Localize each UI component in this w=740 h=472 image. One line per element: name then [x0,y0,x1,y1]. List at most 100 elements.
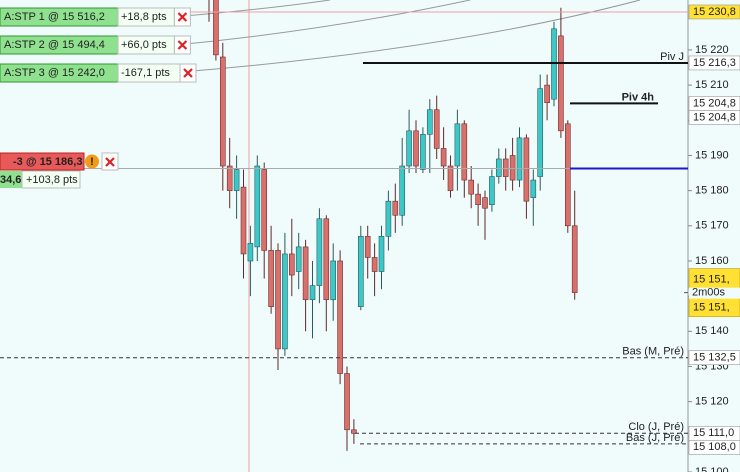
position-left-box [0,171,22,188]
warning-mark: ! [90,156,94,168]
price-label-box [688,110,740,125]
y-tick-label: 15 190 [695,149,729,161]
y-tick-label: 15 170 [695,220,729,232]
candle-body [220,56,226,167]
candle-body [495,158,502,177]
y-tick-label: 15 120 [695,396,729,408]
candle-body [461,123,468,181]
price-label: 15 132,5 [693,352,736,364]
candle-body [509,155,516,181]
order-label[interactable]: A:STP 1 @ 15 516,2 [4,11,105,23]
candle-body [213,0,219,56]
candle-body [502,158,509,177]
candle-body [440,148,447,167]
candle-body [385,200,392,237]
candle-body [378,236,385,272]
price-label: 15 108,0 [693,441,736,453]
candle-body [295,246,302,272]
price-label: 15 111,0 [693,427,734,439]
y-tick-label: 15 210 [695,79,729,91]
price-label-box [688,55,740,71]
candle-body [523,137,530,202]
candle-body [302,246,309,300]
candle-body [558,35,564,132]
position-tag[interactable] [0,152,85,171]
candle-body [268,250,274,307]
close-icon[interactable] [177,12,188,22]
candle-body [282,253,288,350]
candle-body [516,137,523,181]
level-name: Piv 4h [622,91,655,103]
price-label-box [688,440,740,455]
level-name: Clo (J, Pré) [628,421,684,433]
candle-body [454,123,461,167]
y-tick-label: 15 140 [695,325,729,337]
order-pnl: +18,8 pts [121,11,167,23]
order-label[interactable]: A:STP 2 @ 15 494,4 [4,39,105,51]
y-tick-label: 15 100 [695,466,729,472]
candle-body [330,260,337,300]
candle-body [544,84,550,104]
price-label: 15 204,8 [693,97,736,109]
position-left: 34,6 [0,174,21,186]
y-tick-label: 15 160 [695,255,729,267]
timer: 2m00s [692,287,726,299]
candle-body [247,243,254,262]
candle-body [426,109,433,135]
candle-body [392,200,399,216]
candle-body [530,179,537,198]
close-icon[interactable] [177,40,188,50]
candle-body [226,165,233,191]
position-pnl: +103,8 pts [26,174,78,186]
price-label-box [688,4,740,20]
y-tick-label: 15 180 [695,185,729,197]
candle-body [551,28,557,100]
candle-body [468,179,475,195]
order-pnl: -167,1 pts [121,67,170,79]
candle-body [357,236,364,307]
price-label: 15 216,3 [693,57,736,69]
candle-body [571,225,578,293]
timer-box [689,287,740,299]
price-label: 15 204,8 [693,111,736,123]
price-label: 15 230,8 [693,6,736,18]
candle-body [420,134,426,170]
candle-body [564,123,571,227]
order-label[interactable]: A:STP 3 @ 15 242,0 [4,67,105,79]
close-icon[interactable] [183,68,193,78]
candle-body [275,250,281,350]
level-name: Piv J [660,51,684,63]
candle-body [482,197,488,209]
candle-body [261,169,268,251]
candle-body [337,260,343,374]
warning-icon[interactable] [85,154,99,169]
candle-body [537,88,544,177]
candle-body [316,218,323,286]
candle-body [351,429,357,434]
candle-body [309,285,316,300]
candle-body [371,257,378,272]
candle-body [344,373,350,431]
candle-body [254,165,261,248]
last-price-label: 15 151, [693,302,730,314]
candle-body [475,193,481,205]
candle-body [323,218,330,300]
candle-body [233,169,240,191]
position-label[interactable]: -3 @ 15 186,3 [13,156,82,168]
candle-body [406,130,412,167]
position-pnl-box [21,170,81,189]
candle-body [489,176,495,205]
candle-body [447,165,454,191]
price-label-box [688,350,740,365]
candle-body [413,130,419,167]
candle-body [364,236,371,258]
close-icon[interactable] [105,157,115,167]
candle-body [240,186,247,255]
candle-body [433,109,440,149]
last-price-label: 15 151, [693,274,730,286]
candle-body [288,253,295,276]
level-name: Bas (J, Pré) [626,432,684,444]
order-pnl: +66,0 pts [121,39,167,51]
